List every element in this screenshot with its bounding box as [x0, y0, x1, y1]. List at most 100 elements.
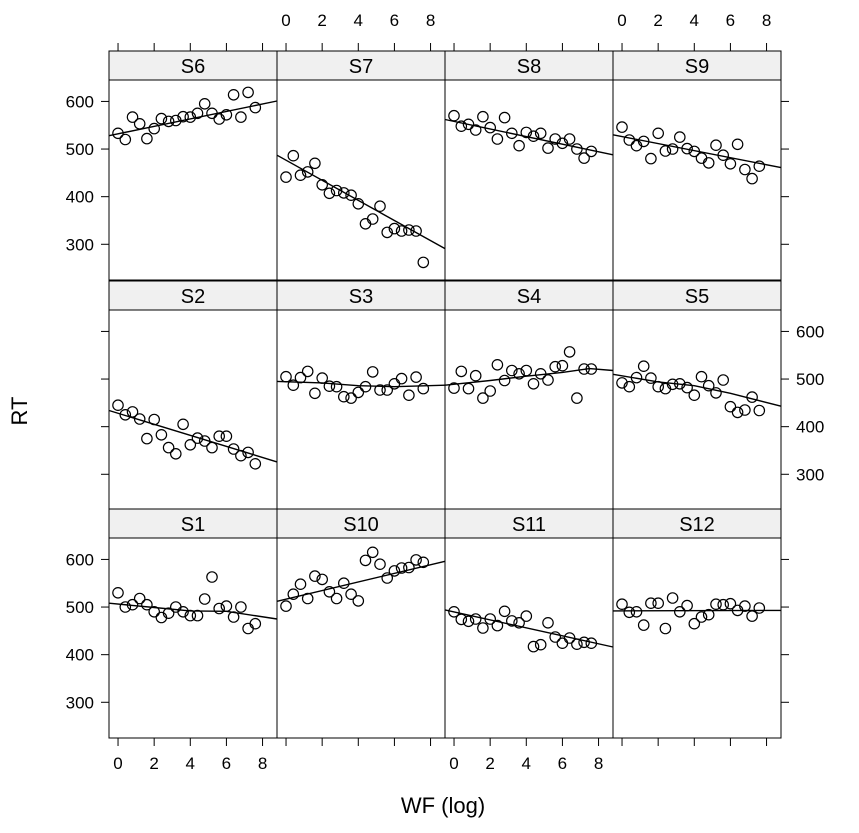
data-point [170, 447, 182, 460]
data-point [374, 200, 386, 212]
x-tick-label: 6 [558, 754, 567, 773]
data-point [469, 369, 482, 382]
data-point [666, 592, 679, 604]
x-tick-label: 2 [485, 754, 494, 773]
data-point [162, 115, 175, 128]
data-point [484, 385, 496, 397]
data-point [455, 120, 468, 132]
data-point [395, 562, 408, 574]
data-point [630, 371, 643, 384]
data-point [126, 598, 139, 611]
data-point [417, 382, 430, 395]
data-point [141, 432, 153, 445]
data-point [623, 380, 636, 393]
data-point [330, 184, 343, 197]
strip-label: S11 [512, 514, 546, 536]
data-point [191, 609, 204, 622]
data-point [652, 597, 664, 609]
data-point [652, 127, 664, 140]
x-tick-label: 0 [281, 11, 290, 30]
data-point [477, 110, 489, 123]
data-point [534, 127, 547, 140]
data-point [170, 114, 182, 127]
data-point [345, 588, 357, 600]
data-point [710, 387, 722, 399]
strip-label: S5 [685, 286, 709, 308]
data-point [542, 374, 554, 386]
data-point [359, 218, 372, 230]
data-point [724, 400, 737, 413]
data-point [162, 607, 175, 619]
data-point [301, 365, 314, 378]
data-point [491, 619, 504, 632]
data-point [527, 640, 540, 653]
strip-label: S9 [685, 56, 709, 78]
data-point [731, 138, 744, 151]
data-point [549, 360, 561, 373]
data-point [746, 610, 758, 622]
data-point [155, 112, 168, 125]
data-point [112, 586, 124, 599]
data-point [673, 131, 686, 143]
data-point [280, 600, 292, 612]
strip-label: S10 [343, 514, 379, 536]
data-point [491, 358, 504, 371]
x-tick-label: 4 [522, 754, 531, 773]
data-point [309, 387, 321, 400]
data-point [352, 595, 365, 607]
data-point [301, 166, 314, 178]
data-point [112, 127, 124, 140]
data-point [739, 163, 751, 176]
x-tick-label: 4 [354, 11, 363, 30]
panel-s8: S8 [444, 50, 614, 281]
data-point [534, 638, 547, 651]
data-point [294, 578, 307, 590]
data-point [505, 127, 518, 140]
data-point [184, 111, 197, 123]
data-point [717, 598, 729, 611]
data-point [191, 432, 204, 444]
data-point [198, 435, 211, 447]
data-point [345, 189, 357, 201]
plot-frame [612, 537, 782, 739]
data-point [220, 109, 233, 121]
data-point [133, 592, 146, 605]
data-point [388, 377, 401, 390]
plot-frame [276, 309, 446, 511]
data-point [177, 605, 189, 618]
data-point [242, 86, 254, 99]
x-tick-label: 4 [186, 754, 195, 773]
data-point [316, 372, 328, 384]
data-point [717, 149, 729, 161]
strip-background [612, 50, 782, 81]
data-point [731, 406, 744, 419]
data-point [448, 109, 460, 122]
data-point [491, 133, 504, 145]
strip-background [276, 280, 446, 311]
data-point [753, 602, 766, 614]
data-point [673, 605, 686, 618]
data-point [294, 371, 307, 384]
data-point [462, 615, 475, 628]
strip-background [276, 508, 446, 539]
data-point [417, 256, 430, 269]
x-tick-label: 8 [762, 11, 771, 30]
fit-line [276, 560, 446, 602]
data-point [645, 152, 657, 165]
data-point [578, 363, 590, 375]
data-point [549, 631, 561, 643]
data-point [177, 110, 189, 123]
data-point [542, 142, 554, 154]
data-point [520, 364, 533, 377]
strip-label: S6 [181, 56, 205, 78]
data-point [374, 384, 386, 396]
x-tick-label: 0 [617, 11, 626, 30]
data-point [213, 602, 225, 615]
data-point [477, 392, 489, 404]
panel-s12: S12 [612, 508, 782, 739]
data-point [316, 573, 328, 586]
data-point [637, 135, 650, 148]
plot-frame [108, 309, 278, 511]
x-axis-label: WF (log) [401, 793, 485, 818]
data-point [739, 600, 751, 612]
